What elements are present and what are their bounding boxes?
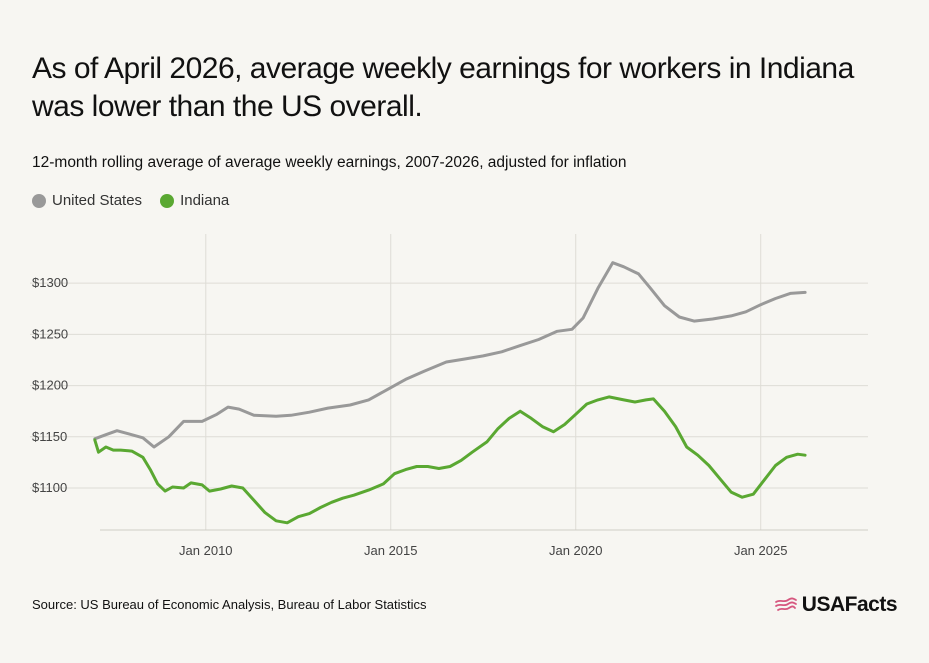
y-tick-label-3: $1250 bbox=[32, 326, 68, 341]
legend-label-united-states: United States bbox=[52, 192, 143, 209]
y-tick-label-0: $1100 bbox=[32, 480, 67, 495]
legend-swatch-indiana bbox=[160, 193, 175, 208]
series-line-indiana bbox=[93, 395, 807, 525]
legend-item-united-states[interactable]: United States bbox=[32, 192, 142, 209]
usa-flag-icon bbox=[774, 597, 797, 611]
series-line-united-states bbox=[93, 261, 807, 449]
legend-item-indiana[interactable]: Indiana bbox=[160, 192, 229, 209]
legend-swatch-united-states bbox=[32, 193, 46, 208]
source-note: Source: US Bureau of Economic Analysis, … bbox=[32, 597, 427, 612]
usafacts-logo[interactable]: USAFacts bbox=[774, 593, 898, 617]
legend: United States Indiana bbox=[32, 192, 229, 209]
logo-text: USAFacts bbox=[801, 593, 898, 616]
legend-label-indiana: Indiana bbox=[180, 192, 230, 209]
line-chart: $1100 $1150 $1200 $1250 $1300 Jan 2010 Jan 201… bbox=[30, 234, 868, 558]
y-tick-label-1: $1150 bbox=[32, 429, 67, 444]
y-tick-label-4: $1300 bbox=[32, 275, 68, 290]
chart-subtitle: 12-month rolling average of average week… bbox=[32, 154, 627, 171]
x-tick-label-2: Jan 2020 bbox=[549, 543, 603, 558]
chart-title: As of April 2026, average weekly earning… bbox=[32, 52, 854, 123]
x-tick-label-1: Jan 2015 bbox=[364, 543, 418, 558]
y-tick-label-2: $1200 bbox=[32, 378, 68, 393]
x-tick-label-0: Jan 2010 bbox=[179, 543, 233, 558]
x-tick-label-3: Jan 2025 bbox=[734, 543, 788, 558]
